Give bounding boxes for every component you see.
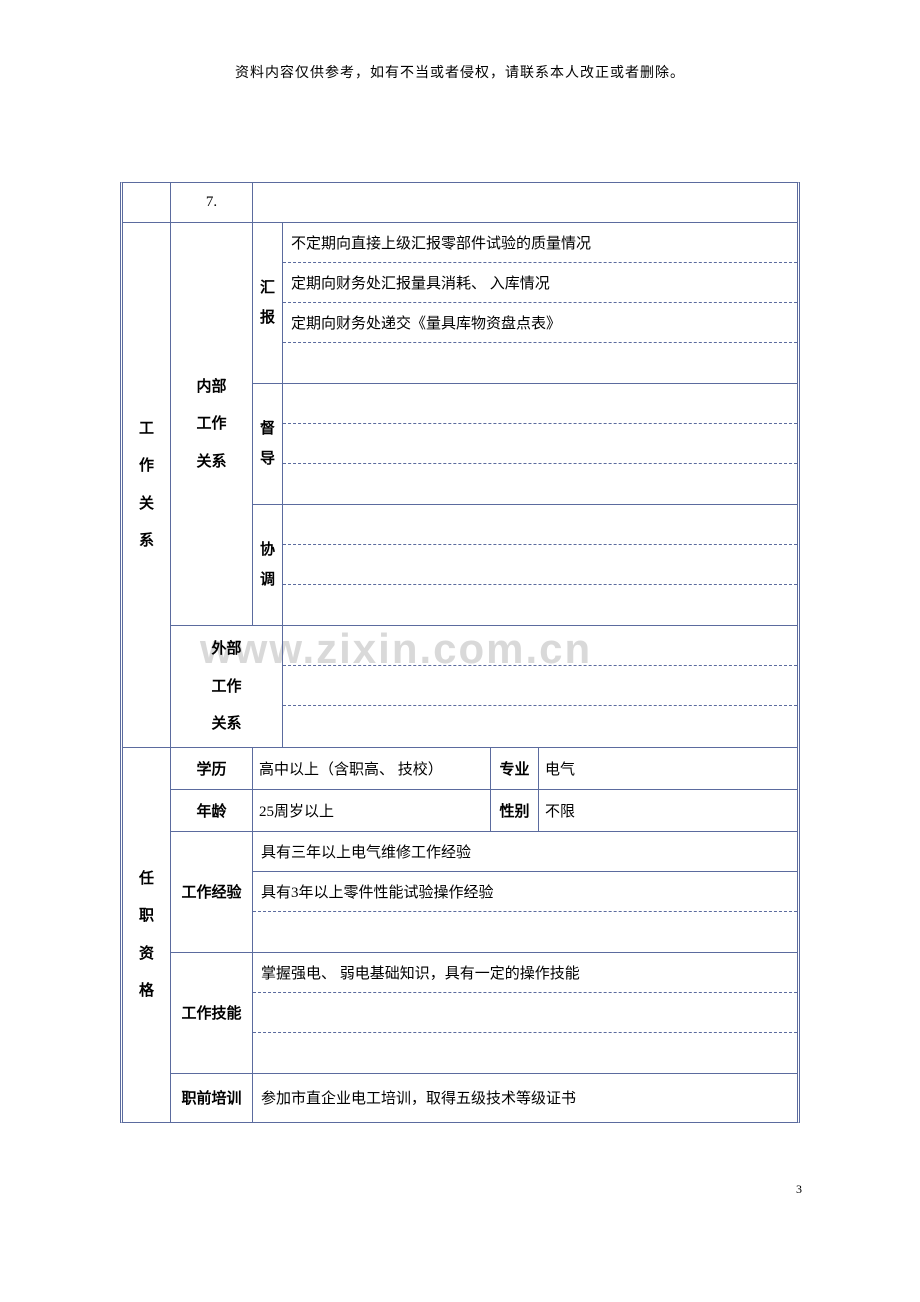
- top-col-a: [123, 183, 171, 222]
- major-value: 电气: [539, 748, 797, 789]
- qualification-label: 任职资格: [123, 748, 171, 1122]
- exp-content: 具有三年以上电气维修工作经验 具有3年以上零件性能试验操作经验: [253, 832, 797, 952]
- skill-label: 工作技能: [171, 953, 253, 1073]
- external-content: [283, 626, 797, 747]
- huibao-line-0: 不定期向直接上级汇报零部件试验的质量情况: [283, 223, 797, 263]
- exp-line-0: 具有三年以上电气维修工作经验: [253, 832, 797, 872]
- dudao-content: [283, 384, 797, 504]
- internal-rel-label: 内部工作关系: [171, 223, 253, 625]
- external-rel-label: 外部工作关系: [171, 626, 283, 747]
- top-col-b: 7.: [171, 183, 253, 222]
- dudao-label: 督导: [253, 384, 283, 504]
- external-line-1: [283, 666, 797, 706]
- work-relation-label: 工作关系: [123, 223, 171, 747]
- dudao-line-0: [283, 384, 797, 424]
- training-line-0: 参加市直企业电工培训，取得五级技术等级证书: [253, 1074, 797, 1122]
- skill-line-0: 掌握强电、 弱电基础知识，具有一定的操作技能: [253, 953, 797, 993]
- gender-label: 性别: [491, 790, 539, 831]
- edu-value: 高中以上（含职高、 技校）: [253, 748, 491, 789]
- skill-line-2: [253, 1033, 797, 1073]
- training-label: 职前培训: [171, 1074, 253, 1122]
- xietiao-line-1: [283, 545, 797, 585]
- gender-value: 不限: [539, 790, 797, 831]
- xietiao-line-0: [283, 505, 797, 545]
- huibao-line-3: [283, 343, 797, 383]
- huibao-line-1: 定期向财务处汇报量具消耗、 入库情况: [283, 263, 797, 303]
- external-line-2: [283, 706, 797, 746]
- huibao-line-2: 定期向财务处递交《量具库物资盘点表》: [283, 303, 797, 343]
- exp-label: 工作经验: [171, 832, 253, 952]
- age-value: 25周岁以上: [253, 790, 491, 831]
- huibao-label: 汇报: [253, 223, 283, 383]
- edu-label: 学历: [171, 748, 253, 789]
- skill-line-1: [253, 993, 797, 1033]
- exp-line-1: 具有3年以上零件性能试验操作经验: [253, 872, 797, 912]
- header-disclaimer: 资料内容仅供参考，如有不当或者侵权，请联系本人改正或者删除。: [0, 0, 920, 82]
- dudao-line-2: [283, 464, 797, 504]
- xietiao-content: [283, 505, 797, 625]
- training-content: 参加市直企业电工培训，取得五级技术等级证书: [253, 1074, 797, 1122]
- top-number: 7.: [206, 194, 217, 211]
- xietiao-label: 协调: [253, 505, 283, 625]
- document-table: 7. 工作关系 内部工作关系 汇报 不定期向直接上级汇报零部件试验的质量情况: [120, 182, 800, 1123]
- huibao-content: 不定期向直接上级汇报零部件试验的质量情况 定期向财务处汇报量具消耗、 入库情况 …: [283, 223, 797, 383]
- age-label: 年龄: [171, 790, 253, 831]
- exp-line-2: [253, 912, 797, 952]
- skill-content: 掌握强电、 弱电基础知识，具有一定的操作技能: [253, 953, 797, 1073]
- major-label: 专业: [491, 748, 539, 789]
- dudao-line-1: [283, 424, 797, 464]
- page-number: 3: [796, 1182, 802, 1197]
- top-rest: [253, 183, 797, 222]
- external-line-0: [283, 626, 797, 666]
- xietiao-line-2: [283, 585, 797, 625]
